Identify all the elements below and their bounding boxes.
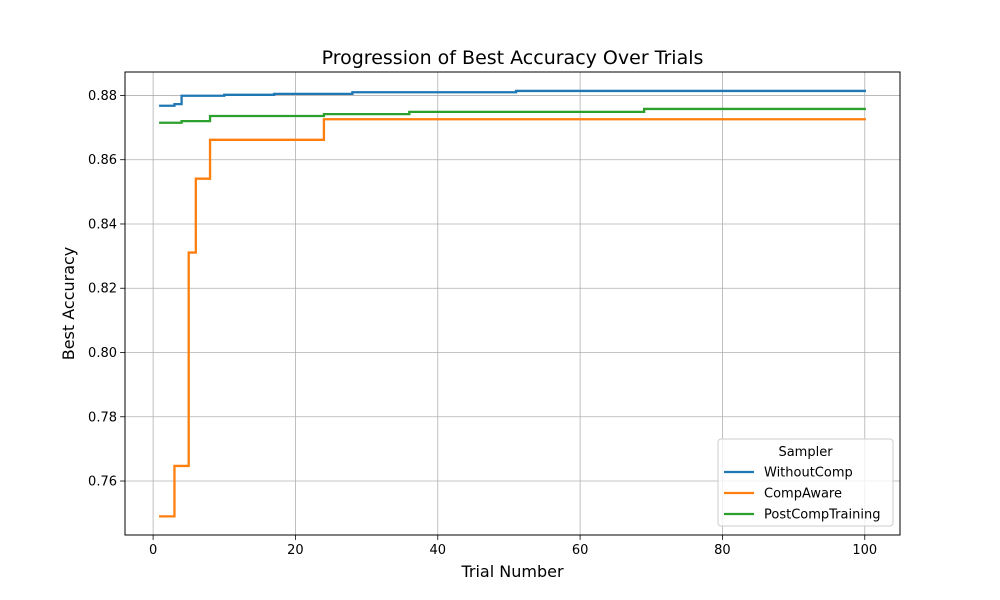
x-tick-label: 100 bbox=[852, 543, 877, 558]
series-line-compaware bbox=[159, 118, 866, 518]
y-tick-label: 0.84 bbox=[88, 217, 117, 232]
y-tick-label: 0.76 bbox=[88, 475, 117, 490]
legend-items: WithoutComp CompAware PostCompTraining bbox=[724, 466, 880, 523]
y-tick-label: 0.78 bbox=[88, 410, 117, 425]
y-axis-label: Best Accuracy bbox=[59, 247, 78, 361]
x-tick-label: 20 bbox=[287, 543, 304, 558]
y-tick-label: 0.80 bbox=[88, 346, 117, 361]
x-tick-label: 0 bbox=[149, 543, 157, 558]
series-lines bbox=[159, 89, 866, 518]
legend-label-withoutcomp: WithoutComp bbox=[764, 466, 853, 481]
x-tick-label: 80 bbox=[714, 543, 731, 558]
plot-frame bbox=[124, 71, 901, 536]
series-line-postcomptraining bbox=[159, 107, 866, 124]
x-tick-label: 40 bbox=[430, 543, 447, 558]
y-tick-label: 0.86 bbox=[88, 153, 117, 168]
x-tick-label: 60 bbox=[572, 543, 589, 558]
y-tick-label: 0.88 bbox=[88, 89, 117, 104]
axis-ticks: 0 20 40 60 80 100 0.76 0.78 0.80 0.82 0.84 0.86 0.88 bbox=[88, 89, 877, 558]
y-tick-label: 0.82 bbox=[88, 282, 117, 297]
x-axis-label: Trial Number bbox=[460, 562, 563, 581]
chart-title: Progression of Best Accuracy Over Trials bbox=[322, 47, 704, 69]
legend: Sampler WithoutComp CompAware PostCompTrai… bbox=[717, 438, 894, 527]
legend-box bbox=[717, 438, 894, 527]
series-line-withoutcomp bbox=[159, 89, 866, 107]
legend-title: Sampler bbox=[778, 445, 833, 460]
legend-label-postcomptraining: PostCompTraining bbox=[764, 508, 880, 523]
legend-label-compaware: CompAware bbox=[764, 487, 842, 502]
